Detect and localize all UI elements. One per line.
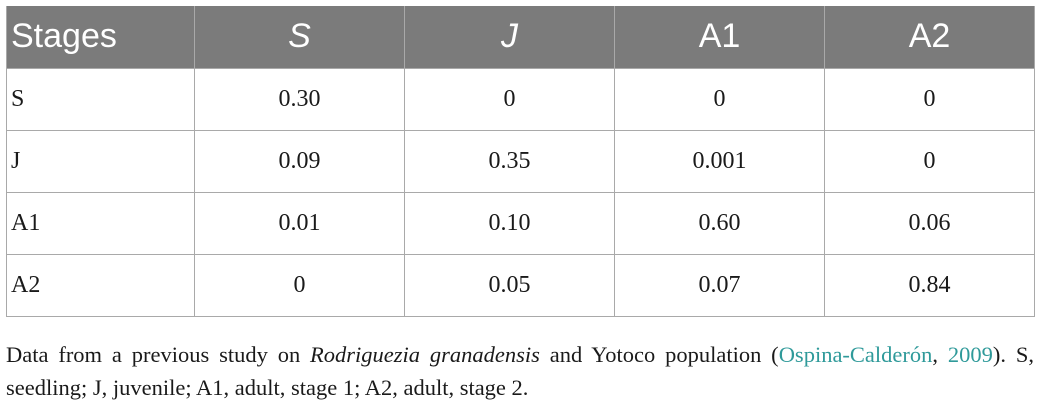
table-cell: 0.09 [194,129,405,193]
caption-text: and Yotoco population ( [539,342,779,367]
table-header-row: Stages S J A1 A2 [6,6,1035,68]
table-row: A1 0.01 0.10 0.60 0.06 [6,191,1035,255]
table-row: A2 0 0.05 0.07 0.84 [6,253,1035,317]
table-cell: 0.01 [194,191,405,255]
row-stage-label: S [6,67,195,131]
species-name: Rodriguezia granadensis [310,342,540,367]
row-stage-label: A2 [6,253,195,317]
table-cell: 0.001 [614,129,825,193]
header-a2: A2 [824,6,1035,68]
header-s: S [194,6,405,68]
table-row: J 0.09 0.35 0.001 0 [6,129,1035,193]
table-cell: 0 [614,67,825,131]
table-cell: 0.30 [194,67,405,131]
table-cell: 0.10 [404,191,615,255]
reference-author-link[interactable]: Ospina-Calderón [778,342,933,367]
table-cell: 0 [194,253,405,317]
header-j: J [404,6,615,68]
table-row: S 0.30 0 0 0 [6,67,1035,131]
row-stage-label: J [6,129,195,193]
table-cell: 0 [824,67,1035,131]
reference-year-link[interactable]: 2009 [947,342,993,367]
transition-matrix-table: Stages S J A1 A2 S 0.30 0 0 0 J 0.09 0.3… [6,6,1035,317]
table-cell: 0 [824,129,1035,193]
table-footnote: Data from a previous study on Rodriguezi… [6,338,1034,404]
table-cell: 0.84 [824,253,1035,317]
header-stages: Stages [6,6,195,68]
transition-matrix-table-container: Stages S J A1 A2 S 0.30 0 0 0 J 0.09 0.3… [6,6,1035,317]
caption-text: Data from a previous study on [6,342,311,367]
caption-text: ). S, seedling; J, juvenile; A1, adult, … [6,342,1034,400]
caption-text: , [932,342,948,367]
table-cell: 0.05 [404,253,615,317]
table-cell: 0.07 [614,253,825,317]
table-cell: 0.06 [824,191,1035,255]
header-a1: A1 [614,6,825,68]
table-cell: 0.60 [614,191,825,255]
table-cell: 0 [404,67,615,131]
row-stage-label: A1 [6,191,195,255]
table-cell: 0.35 [404,129,615,193]
